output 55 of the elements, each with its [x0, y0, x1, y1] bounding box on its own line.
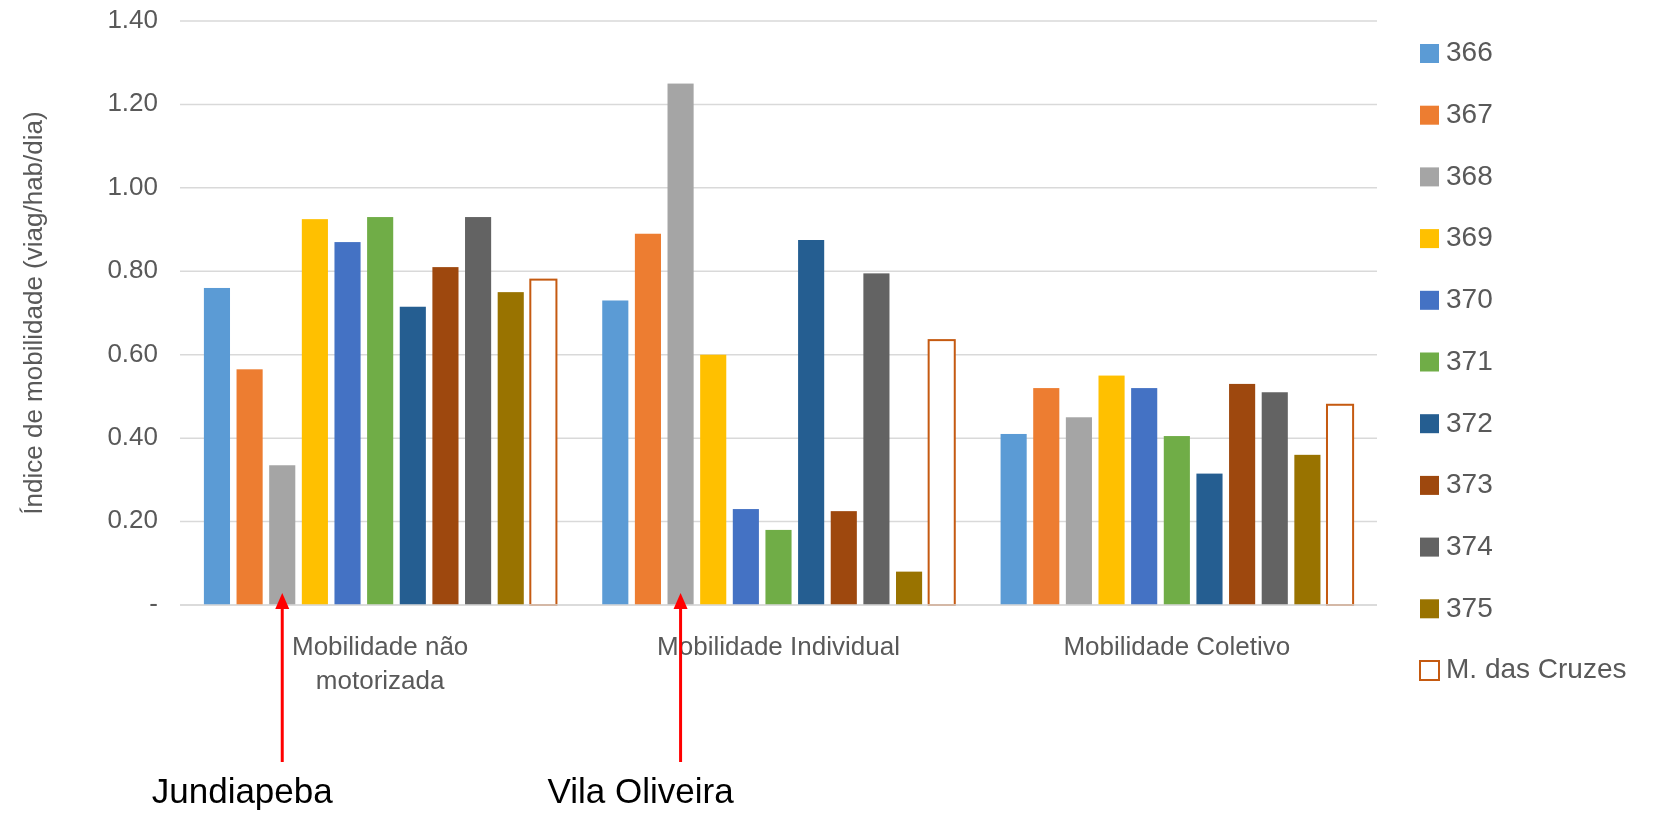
text: Vila Oliveira	[547, 771, 735, 810]
text: Jundiapeba	[151, 771, 334, 810]
legend-label: 374	[1446, 529, 1493, 561]
bar	[602, 300, 629, 605]
bar	[634, 233, 661, 605]
y-tick-label: 1.40	[107, 3, 158, 34]
bar	[1131, 388, 1158, 605]
legend-label: M. das Cruzes	[1446, 653, 1627, 685]
bar	[399, 306, 426, 605]
y-tick-label: 0.60	[107, 337, 158, 368]
bar	[497, 292, 524, 605]
y-tick-label: 0.80	[107, 254, 158, 285]
bar	[732, 509, 759, 605]
bar	[700, 354, 727, 605]
legend-label: 371	[1446, 344, 1493, 376]
bar	[301, 219, 328, 605]
legend-label: 366	[1446, 36, 1493, 68]
bar	[334, 242, 361, 605]
bar	[367, 217, 394, 605]
legend-label: 367	[1446, 98, 1493, 130]
bar	[1163, 436, 1190, 605]
bar	[863, 273, 890, 605]
bar	[1065, 417, 1092, 605]
legend-label: 368	[1446, 159, 1493, 191]
bar	[465, 217, 492, 605]
legend-label: 373	[1446, 468, 1493, 500]
bar	[432, 267, 459, 605]
legend-label: 370	[1446, 283, 1493, 315]
y-axis-title: Índice de mobilidade (viag/hab/dia)	[17, 111, 48, 515]
bar	[765, 529, 792, 605]
legend-label: 372	[1446, 406, 1493, 438]
bar	[1033, 388, 1060, 605]
y-tick-label: 0.40	[107, 421, 158, 452]
bar	[236, 369, 263, 605]
bar	[1000, 433, 1027, 605]
y-tick-label: -	[149, 587, 158, 618]
y-tick-label: 1.20	[107, 87, 158, 118]
bar	[896, 571, 923, 605]
x-tick-label: Mobilidade Coletivo	[1063, 631, 1291, 661]
x-tick-label: Mobilidade não motorizada	[291, 631, 469, 695]
bar	[1229, 383, 1256, 605]
legend-label: 375	[1446, 591, 1493, 623]
y-tick-label: 0.20	[107, 504, 158, 535]
bar	[927, 339, 956, 606]
y-tick-label: 1.00	[107, 170, 158, 201]
bar	[1196, 473, 1223, 605]
bar	[1098, 375, 1125, 605]
bar	[798, 240, 825, 605]
bar	[830, 511, 857, 605]
bar	[1294, 454, 1321, 605]
legend-label: 369	[1446, 221, 1493, 253]
bar	[203, 287, 231, 605]
bar	[529, 278, 558, 606]
bar	[1325, 403, 1355, 606]
bar	[1261, 392, 1288, 605]
